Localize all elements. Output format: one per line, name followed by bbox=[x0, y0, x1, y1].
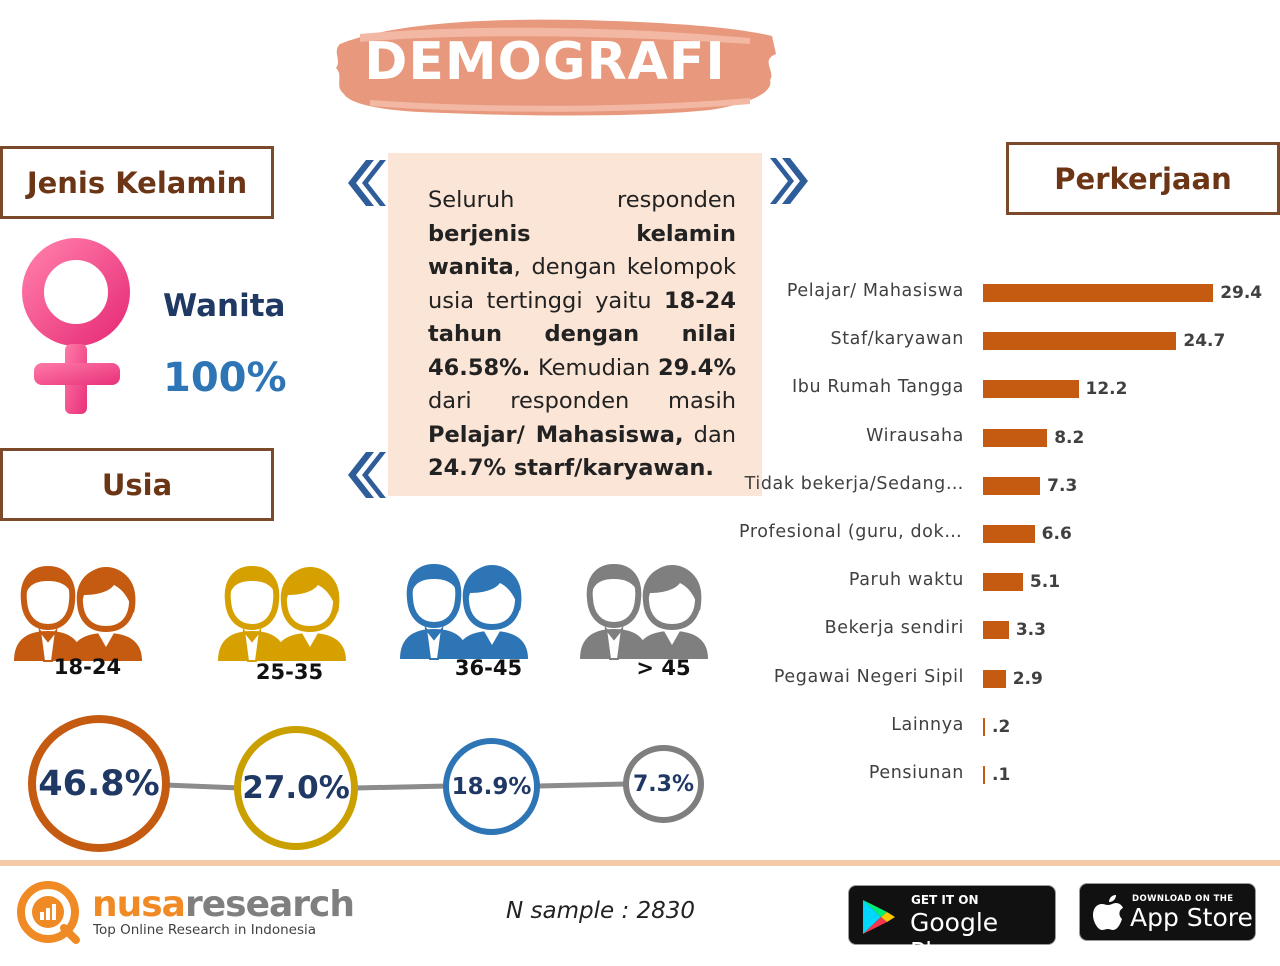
google-play-button[interactable]: GET IT ON Google Play bbox=[848, 885, 1056, 966]
bar bbox=[983, 669, 1006, 688]
chevron-left-icon-2 bbox=[348, 452, 386, 498]
summary-bold-3: 29.4% bbox=[657, 354, 736, 381]
age-circle-over-45: 7.3% bbox=[623, 745, 704, 823]
summary-bold-1: berjenis kelamin wanita bbox=[428, 220, 736, 281]
age-label-text: > 45 bbox=[636, 656, 691, 680]
google-play-small: GET IT ON bbox=[911, 893, 979, 907]
chevron-right-icon bbox=[770, 158, 808, 204]
bar-value-label: .2 bbox=[992, 716, 1011, 737]
brand-name-b: research bbox=[184, 884, 355, 925]
brand-tagline: Top Online Research in Indonesia bbox=[93, 922, 317, 938]
age-label-text: 25-35 bbox=[255, 660, 324, 684]
bar-value-label: 24.7 bbox=[1183, 331, 1226, 352]
section-age-label: Usia bbox=[101, 467, 173, 502]
summary-text-5: dan bbox=[683, 421, 736, 448]
summary-bold-2: 18-24 tahun dengan nilai 46.58%. bbox=[428, 287, 736, 381]
page-title: DEMOGRAFI bbox=[364, 32, 726, 92]
bar bbox=[983, 717, 985, 736]
apple-icon bbox=[1093, 895, 1123, 930]
bar-category-label: Ibu Rumah Tangga bbox=[792, 377, 964, 398]
bar bbox=[983, 766, 985, 784]
age-circle-36-45: 18.9% bbox=[443, 738, 540, 835]
age-label-text: 18-24 bbox=[53, 655, 122, 679]
female-icon bbox=[22, 238, 130, 414]
title-brush bbox=[336, 19, 776, 116]
bar-category-label: Staf/karyawan bbox=[830, 329, 964, 350]
bar-category-label: Pegawai Negeri Sipil bbox=[773, 666, 964, 687]
age-circle-25-35: 27.0% bbox=[234, 726, 358, 850]
bar-category-label: Pensiunan bbox=[868, 763, 964, 783]
age-pct: 46.8% bbox=[38, 763, 160, 804]
age-label-18-24: 18-24 bbox=[34, 648, 141, 686]
gender-label: Wanita bbox=[163, 288, 286, 324]
job-bar-chart: Pelajar/ Mahasiswa 29.4 Staf/karyawan 24.7 I… bbox=[730, 270, 1280, 800]
n-sample: N sample : 2830 bbox=[506, 898, 696, 924]
bar-value-label: 29.4 bbox=[1220, 283, 1263, 303]
bar-value-label: .1 bbox=[992, 765, 1011, 785]
bar bbox=[983, 525, 1035, 543]
summary-text-2: , dengan kelompok usia tertinggi yaitu bbox=[428, 254, 736, 314]
age-label-over-45: > 45 bbox=[610, 649, 717, 687]
bar-value-label: 12.2 bbox=[1085, 379, 1128, 400]
nusaresearch-logo-icon bbox=[17, 881, 80, 944]
bar-value-label: 2.9 bbox=[1012, 668, 1043, 689]
section-job-header: Perkerjaan bbox=[1006, 142, 1280, 215]
summary-text-3: Kemudian bbox=[530, 354, 658, 381]
summary-text-1: Seluruh responden bbox=[428, 187, 736, 213]
age-pct: 18.9% bbox=[451, 773, 532, 800]
gender-value: 100% bbox=[163, 355, 287, 401]
bar-category-label: Tidak bekerja/Sedang… bbox=[744, 473, 964, 494]
age-circle-18-24: 46.8% bbox=[28, 715, 170, 852]
bar-category-label: Lainnya bbox=[891, 714, 964, 735]
summary-text-4: dari responden masih bbox=[428, 388, 736, 414]
bar bbox=[983, 573, 1023, 592]
bar-value-label: 6.6 bbox=[1041, 524, 1072, 544]
summary-box: Seluruh responden berjenis kelamin wanit… bbox=[388, 153, 762, 496]
section-gender-label: Jenis Kelamin bbox=[26, 165, 248, 200]
app-store-small: DOWNLOAD ON THE bbox=[1132, 894, 1234, 904]
age-label-25-35: 25-35 bbox=[236, 653, 343, 691]
bar-value-label: 5.1 bbox=[1029, 572, 1061, 593]
age-pct: 27.0% bbox=[242, 770, 350, 806]
bar bbox=[983, 332, 1177, 351]
bar-category-label: Pelajar/ Mahasiswa bbox=[786, 281, 964, 301]
bar-category-label: Wirausaha bbox=[866, 425, 964, 446]
bar-category-label: Bekerja sendiri bbox=[824, 618, 964, 639]
section-job-label: Perkerjaan bbox=[1054, 161, 1232, 196]
google-play-big: Google Play bbox=[910, 908, 999, 966]
age-pct: 7.3% bbox=[632, 771, 694, 797]
section-gender-header: Jenis Kelamin bbox=[0, 146, 274, 219]
summary-bold-5: 24.7% starf/karyawan. bbox=[428, 455, 714, 481]
bar bbox=[983, 621, 1009, 640]
bar bbox=[983, 476, 1041, 495]
section-age-header: Usia bbox=[0, 448, 274, 521]
age-label-text: 36-45 bbox=[454, 656, 523, 680]
footer-divider bbox=[0, 860, 1280, 866]
app-store-big: App Store bbox=[1130, 903, 1253, 932]
bar bbox=[983, 380, 1079, 399]
bar-value-label: 8.2 bbox=[1054, 427, 1085, 448]
brand-name: nusaresearch bbox=[92, 884, 355, 925]
bar-category-label: Profesional (guru, dokter,… bbox=[739, 522, 964, 542]
age-label-36-45: 36-45 bbox=[435, 649, 542, 687]
chevron-left-icon bbox=[348, 160, 386, 206]
app-store-button[interactable]: DOWNLOAD ON THE App Store bbox=[1079, 883, 1256, 941]
age-connector-lines bbox=[164, 781, 627, 791]
bar-value-label: 7.3 bbox=[1047, 475, 1078, 496]
bar-category-label: Paruh waktu bbox=[848, 570, 964, 591]
google-play-icon bbox=[863, 900, 895, 934]
brand-name-a: nusa bbox=[92, 884, 186, 925]
bar bbox=[983, 284, 1214, 302]
summary-bold-4: Pelajar/ Mahasiswa, bbox=[428, 421, 684, 448]
bar-value-label: 3.3 bbox=[1015, 620, 1046, 641]
bar bbox=[983, 428, 1048, 447]
